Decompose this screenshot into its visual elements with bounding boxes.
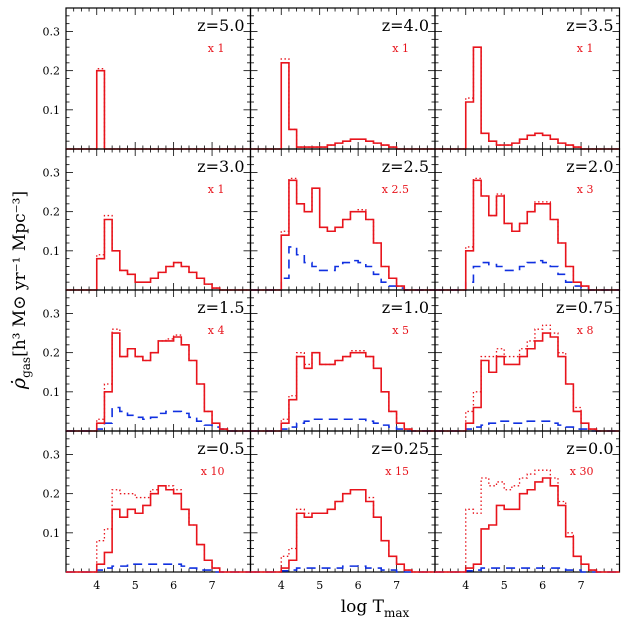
solid-series-line — [250, 351, 435, 432]
solid-series-line — [435, 477, 620, 573]
y-tick-label: 0.2 — [43, 65, 61, 78]
redshift-label: z=2.0 — [566, 157, 613, 176]
x-tick-label: 5 — [132, 579, 139, 592]
scale-factor-label: x 15 — [385, 465, 409, 478]
redshift-label: z=1.0 — [382, 298, 429, 317]
redshift-label: z=0.25 — [372, 439, 429, 458]
panel-z-0.5: 0.1 0.2 0.3 4 5 6 7 z=0.5 x 10 — [43, 430, 252, 592]
scale-factor-label: x 5 — [392, 324, 409, 337]
solid-series-line — [66, 332, 251, 432]
solid-series-line — [435, 179, 620, 291]
scale-factor-label: x 4 — [208, 324, 225, 337]
y-axis-title-sub: gas — [19, 357, 33, 378]
solid-series-line — [435, 332, 620, 432]
y-tick-label: 0.3 — [43, 308, 61, 321]
x-tick-label: 6 — [355, 579, 362, 592]
scale-factor-label: x 1 — [208, 42, 225, 55]
scale-factor-label: x 3 — [577, 183, 594, 196]
scale-factor-label: x 1 — [208, 183, 225, 196]
x-tick-label: 5 — [501, 579, 508, 592]
scale-factor-label: x 2.5 — [382, 183, 409, 196]
solid-series-line — [66, 218, 251, 291]
y-tick-label: 0.3 — [43, 26, 61, 39]
dotted-series-line — [435, 469, 620, 573]
y-tick-label: 0.1 — [43, 104, 61, 117]
redshift-label: z=5.0 — [197, 16, 244, 35]
x-tick-label: 4 — [278, 579, 285, 592]
y-tick-label: 0.3 — [43, 449, 61, 462]
dashed-series-line — [250, 565, 435, 573]
solid-series-line — [66, 485, 251, 573]
scale-factor-label: x 1 — [392, 42, 409, 55]
x-tick-label: 7 — [578, 579, 585, 592]
y-tick-label: 0.3 — [43, 167, 61, 180]
scale-factor-label: x 10 — [201, 465, 225, 478]
x-tick-label: 4 — [93, 579, 100, 592]
svg-text:ρ̇gas[h³ M⊙ yr⁻¹ Mpc⁻³]: ρ̇gas[h³ M⊙ yr⁻¹ Mpc⁻³] — [8, 191, 33, 390]
dashed-series-line — [66, 563, 251, 573]
redshift-label: z=0.5 — [197, 439, 244, 458]
redshift-label: z=2.5 — [382, 157, 429, 176]
y-tick-label: 0.2 — [43, 488, 61, 501]
panel-grid: 0.10.20.3 z=5.0x 1z=4.0x 1z=3.5x 10.10.20… — [43, 7, 621, 592]
scale-factor-label: x 8 — [577, 324, 594, 337]
x-tick-label: 5 — [316, 579, 323, 592]
solid-series-line — [250, 488, 435, 573]
panel-z-3.0: 0.1 0.2 0.3 z=3.0 x 1 — [43, 148, 252, 291]
solid-series-line — [250, 179, 435, 291]
x-axis-title-main: log T — [341, 597, 385, 617]
x-axis-title-sub: max — [384, 606, 410, 620]
x-tick-label: 7 — [393, 579, 400, 592]
panel-z-2.0: z=2.0 x 3 — [434, 148, 621, 291]
scale-factor-label: x 1 — [577, 42, 594, 55]
panel-z-0.0: 4 5 6 7 z=0.0 x 30 — [434, 430, 621, 592]
solid-series-line — [435, 46, 620, 150]
y-tick-label: 0.1 — [43, 386, 61, 399]
dashed-series-line — [66, 406, 251, 432]
solid-series-line — [250, 62, 435, 150]
redshift-label: z=0.75 — [556, 298, 613, 317]
x-tick-label: 6 — [170, 579, 177, 592]
x-tick-label: 4 — [462, 579, 469, 592]
y-tick-label: 0.1 — [43, 245, 61, 258]
dashed-series-line — [435, 420, 620, 432]
y-axis-title: ρ̇gas[h³ M⊙ yr⁻¹ Mpc⁻³] — [8, 191, 33, 390]
redshift-label: z=3.0 — [197, 157, 244, 176]
redshift-label: z=0.0 — [566, 439, 613, 458]
y-tick-label: 0.1 — [43, 527, 61, 540]
panel-z-0.75: z=0.75 x 8 — [434, 289, 621, 432]
y-tick-label: 0.2 — [43, 206, 61, 219]
redshift-label: z=1.5 — [197, 298, 244, 317]
x-tick-label: 6 — [539, 579, 546, 592]
y-axis-title-units: [h³ M⊙ yr⁻¹ Mpc⁻³] — [10, 191, 30, 357]
redshift-label: z=3.5 — [566, 16, 613, 35]
y-axis-title-symbol: ρ̇ — [8, 377, 30, 390]
redshift-label: z=4.0 — [382, 16, 429, 35]
x-axis-title: log Tmax — [341, 597, 410, 620]
scale-factor-label: x 30 — [570, 465, 594, 478]
dashed-series-line — [250, 418, 435, 432]
panel-z-2.5: z=2.5 x 2.5 — [249, 148, 436, 291]
x-tick-label: 7 — [209, 579, 216, 592]
y-tick-label: 0.2 — [43, 347, 61, 360]
